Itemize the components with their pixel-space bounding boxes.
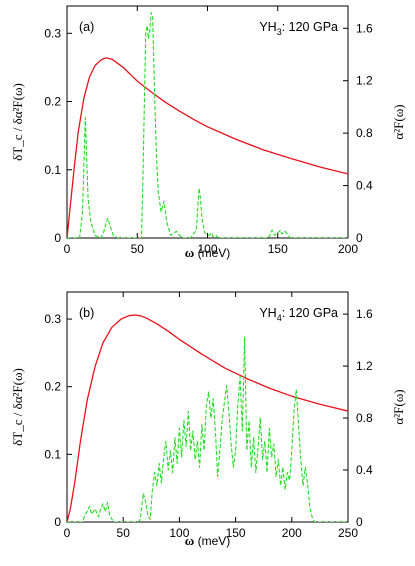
y-right-axis-label: α²F(ω): [391, 104, 406, 139]
plot-frame: [66, 291, 349, 523]
y-left-tick-label: 0.1: [44, 163, 61, 177]
y-right-tick-label: 1.2: [356, 359, 373, 373]
y-left-axis-label: δT_c / δα²F(ω): [10, 368, 25, 446]
chart-panel-b: 0 50 100 150 200 25000.10.20.300.40.81.21.6(b…: [10, 291, 406, 548]
y-right-tick-label: 0.8: [356, 411, 373, 425]
x-tick-label: 0: [64, 242, 71, 256]
x-axis-label: ω (meV): [185, 245, 231, 260]
spectral-function-line: [67, 12, 348, 238]
y-left-tick-label: 0.3: [44, 312, 61, 326]
y-right-tick-label: 1.6: [356, 21, 373, 35]
y-left-tick-label: 0.3: [44, 26, 61, 40]
pressure-annotation: YH4: 120 GPa: [259, 306, 338, 323]
tc-derivative-line: [67, 57, 348, 238]
panel-label: (b): [79, 306, 94, 320]
pressure-annotation: YH3: 120 GPa: [259, 20, 338, 37]
y-right-axis-label: α²F(ω): [391, 389, 406, 424]
y-right-tick-label: 0.8: [356, 126, 373, 140]
y-left-tick-label: 0.2: [44, 95, 61, 109]
y-right-tick-label: 0.4: [356, 463, 373, 477]
y-right-tick-label: 0.4: [356, 179, 373, 193]
y-right-tick-label: 0: [356, 515, 363, 529]
x-tick-label: 50: [117, 526, 131, 540]
x-axis-label: ω (meV): [185, 533, 231, 548]
x-tick-label: 250: [338, 526, 358, 540]
x-tick-label: 100: [197, 242, 217, 256]
x-tick-label: 150: [268, 242, 288, 256]
x-tick-label: 150: [226, 526, 246, 540]
y-left-tick-label: 0.2: [44, 380, 61, 394]
y-left-axis-label: δT_c / δα²F(ω): [10, 83, 25, 161]
y-right-tick-label: 1.2: [356, 74, 373, 88]
tc-derivative-line: [67, 314, 348, 522]
panel-label: (a): [79, 20, 94, 34]
y-left-tick-label: 0: [54, 515, 61, 529]
plot-frame: [66, 5, 349, 239]
y-left-tick-label: 0.1: [44, 447, 61, 461]
x-tick-label: 200: [338, 242, 358, 256]
y-left-tick-label: 0: [54, 231, 61, 245]
x-tick-label: 100: [169, 526, 189, 540]
x-tick-label: 50: [131, 242, 145, 256]
x-tick-label: 200: [282, 526, 302, 540]
x-tick-label: 0: [64, 526, 71, 540]
y-right-tick-label: 1.6: [356, 307, 373, 321]
spectral-function-line: [67, 336, 348, 522]
y-right-tick-label: 0: [356, 231, 363, 245]
